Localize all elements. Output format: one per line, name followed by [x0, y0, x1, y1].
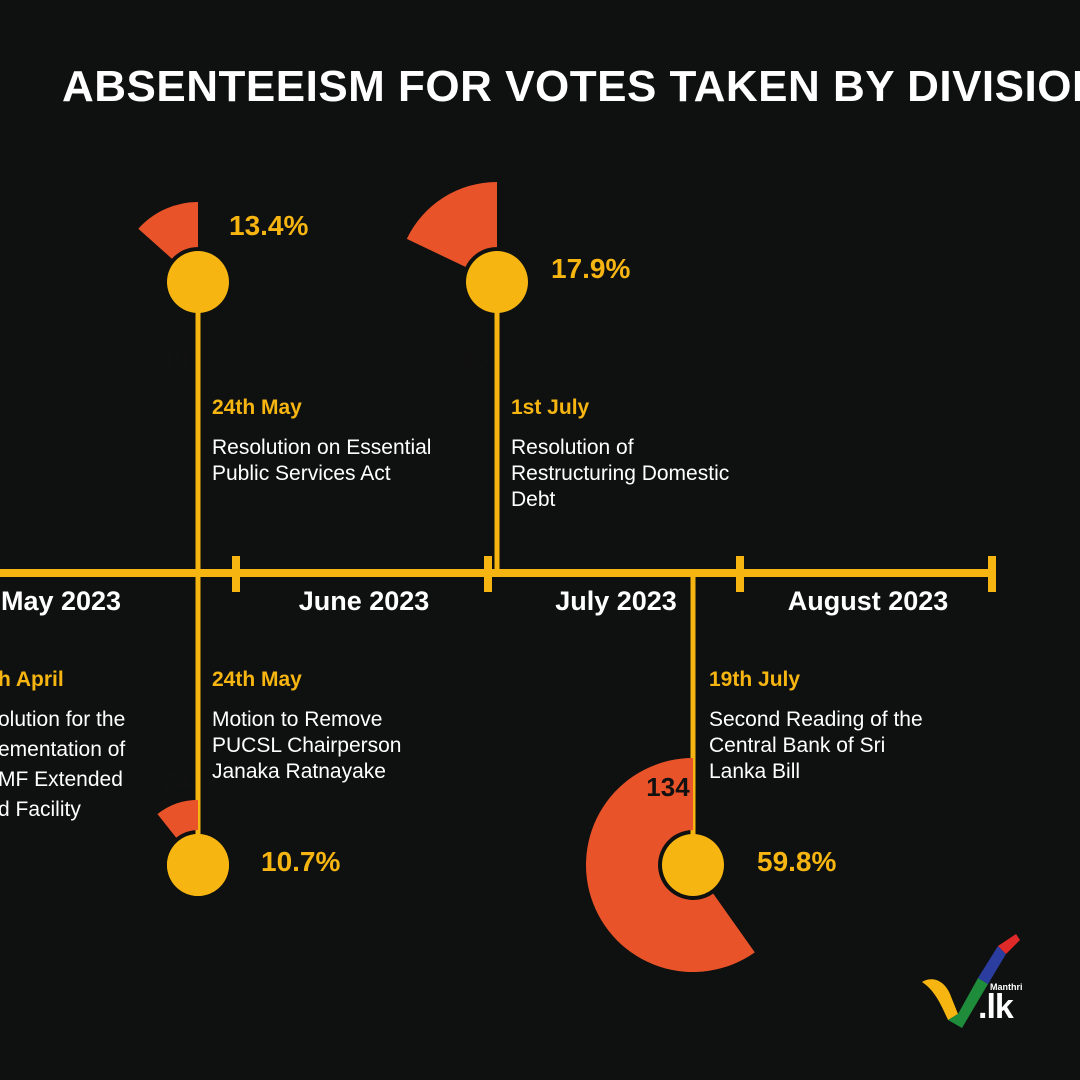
event-date: 24th May: [212, 396, 302, 419]
event-date: 19th July: [709, 668, 801, 691]
absent-wedge: [157, 800, 198, 838]
absent-count-label: 40: [460, 344, 489, 374]
event-date: 24th May: [212, 668, 302, 691]
event-circle: [167, 251, 229, 313]
month-label: May 2023: [0, 586, 122, 616]
absent-count-label: 30: [160, 344, 189, 374]
logo-small-text: Manthri: [990, 982, 1023, 992]
absent-wedge: [406, 182, 497, 267]
event-date: 1st July: [511, 396, 590, 419]
event-description: Second Reading of the Central Bank of Sr…: [709, 708, 923, 783]
month-label: August 2023: [787, 586, 949, 616]
logo-text: .lk: [978, 988, 1014, 1026]
absent-percent-label: 59.8%: [757, 846, 837, 877]
absent-percent-label: 17.9%: [551, 253, 631, 284]
month-label: July 2023: [555, 586, 677, 616]
event-description: Resolution of Restructuring Domestic Deb…: [511, 436, 730, 511]
event-date: h April: [0, 668, 64, 691]
absent-wedge: [586, 758, 755, 972]
event-circle: [466, 251, 528, 313]
absent-count-label: 134: [646, 772, 690, 802]
event-description: Resolution on Essential Public Services …: [212, 436, 432, 485]
month-label: June 2023: [298, 586, 430, 616]
chart-title: ABSENTEEISM FOR VOTES TAKEN BY DIVISION: [62, 62, 1080, 111]
event-description: Motion to Remove PUCSL Chairperson Janak…: [212, 708, 402, 783]
event-circle: [662, 834, 724, 896]
absent-percent-label: 10.7%: [261, 846, 341, 877]
event-description: olution for the ementation of MF Extende…: [0, 708, 126, 821]
manthri-logo-icon: [922, 934, 1020, 1028]
absent-percent-label: 13.4%: [229, 210, 309, 241]
absent-wedge: [138, 202, 198, 259]
absent-count-label: 24: [162, 766, 191, 796]
event-circle: [167, 834, 229, 896]
